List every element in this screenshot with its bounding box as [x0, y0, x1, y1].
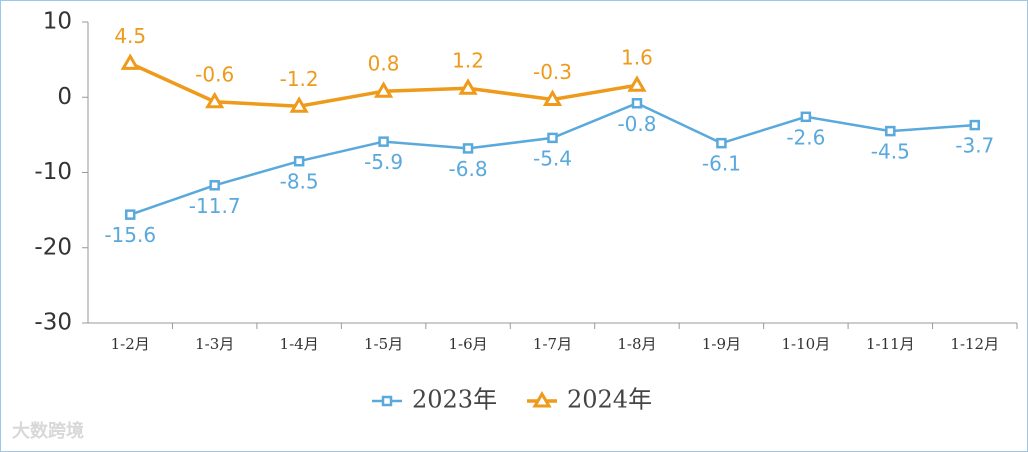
data-label: -0.8: [617, 112, 656, 136]
data-point: [124, 209, 136, 220]
data-label: -1.2: [280, 67, 319, 91]
data-label: 4.5: [114, 24, 146, 48]
data-label: -11.7: [189, 194, 241, 218]
x-tick-label: 1-9月: [702, 335, 741, 353]
x-tick-label: 1-12月: [950, 335, 999, 353]
data-label: -2.6: [786, 125, 825, 149]
x-tick-label: 1-5月: [364, 335, 403, 353]
x-tick-label: 1-6月: [448, 335, 487, 353]
data-point: [209, 180, 220, 191]
x-tick-label: 1-10月: [782, 335, 831, 353]
x-tick-label: 1-3月: [195, 335, 234, 353]
data-label: -5.4: [533, 146, 572, 170]
x-tick-label: 1-2月: [111, 335, 150, 353]
data-point: [378, 136, 389, 147]
data-point: [289, 96, 309, 113]
data-point: [120, 53, 140, 70]
y-tick-label: 0: [57, 84, 72, 110]
data-label: 0.8: [368, 52, 400, 76]
data-point: [458, 78, 478, 95]
data-label: -6.1: [702, 152, 741, 176]
data-label: -8.5: [280, 170, 319, 194]
y-tick-label: 10: [43, 9, 72, 35]
data-label: -5.9: [364, 150, 403, 174]
data-point: [627, 75, 647, 92]
data-point: [547, 132, 558, 144]
data-label: -4.5: [871, 140, 910, 164]
y-tick-label: -10: [34, 159, 72, 185]
data-label: -0.6: [195, 62, 234, 86]
data-label: -3.7: [955, 134, 994, 158]
data-point: [800, 111, 812, 123]
data-point: [373, 81, 394, 98]
x-tick-label: 1-7月: [533, 335, 572, 353]
legend-label: 2023年: [412, 386, 497, 414]
x-tick-label: 1-4月: [280, 335, 319, 353]
data-label: -0.3: [533, 60, 572, 84]
x-tick-label: 1-11月: [866, 335, 915, 353]
legend-marker: [381, 395, 393, 407]
y-tick-label: -30: [34, 310, 72, 336]
data-label: -15.6: [104, 223, 156, 247]
y-tick-label: -20: [34, 234, 72, 260]
legend-label: 2024年: [567, 386, 652, 414]
data-label: 1.6: [621, 46, 653, 70]
data-point: [542, 89, 563, 107]
data-point: [969, 119, 981, 131]
watermark: 大数跨境: [12, 420, 84, 442]
data-point: [293, 155, 305, 167]
data-point: [716, 137, 727, 149]
x-tick-label: 1-8月: [617, 335, 656, 353]
data-label: 1.2: [452, 49, 484, 73]
data-point: [462, 143, 474, 154]
data-point: [205, 91, 225, 109]
data-point: [885, 125, 896, 137]
data-point: [631, 98, 643, 109]
legend-marker: [532, 391, 552, 408]
data-label: -6.8: [449, 157, 488, 181]
